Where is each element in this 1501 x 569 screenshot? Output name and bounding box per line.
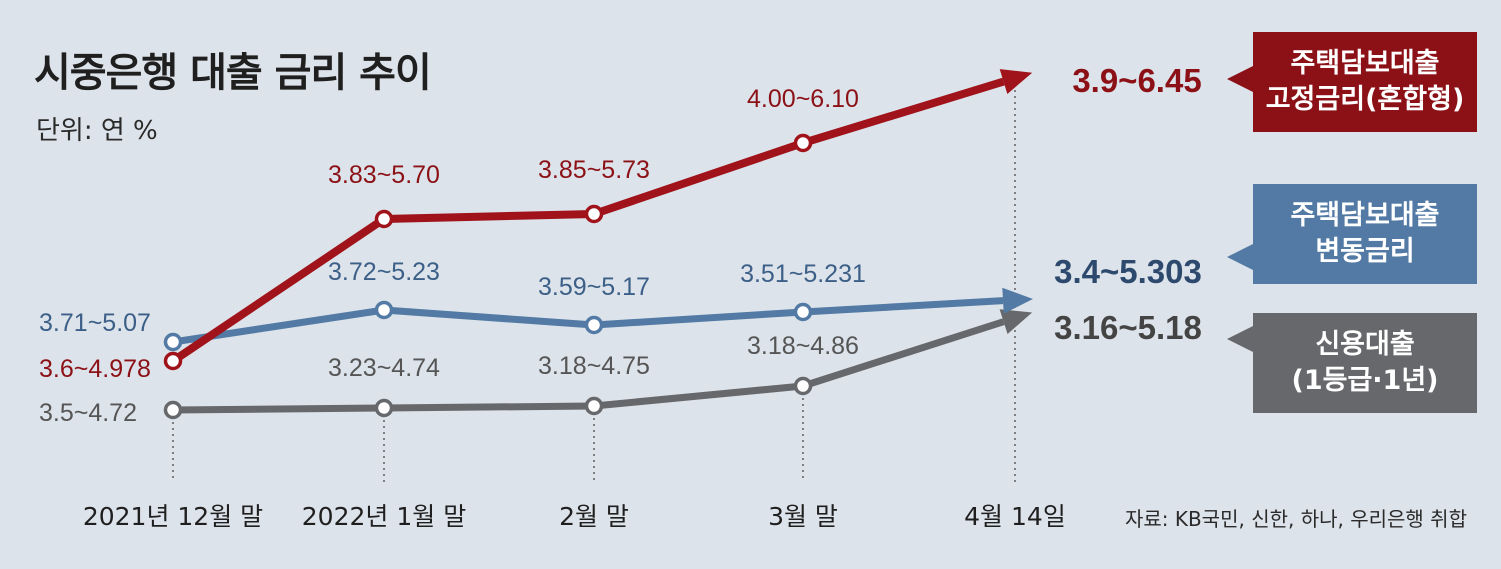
data-label-s1-1: 3.72~5.23 [328,258,440,286]
legend-variable-line2: 변동금리 [1315,236,1415,267]
data-point-s0-1 [374,209,394,229]
data-label-s2-1: 3.23~4.74 [328,354,440,382]
legend-credit-line2: (1등급·1년) [1291,365,1439,396]
data-point-s1-0 [163,332,183,352]
x-tick-label-2: 2월 말 [559,502,629,531]
data-label-s0-1: 3.83~5.70 [328,161,440,189]
data-point-s2-3 [793,376,813,396]
data-point-s1-2 [584,315,604,335]
data-label-s2-3: 3.18~4.86 [747,332,859,360]
chart-title: 시중은행 대출 금리 추이 [34,50,432,96]
data-label-s2-0: 3.5~4.72 [39,399,137,427]
legend-pointer-credit [1227,326,1253,352]
data-point-s1-1 [374,300,394,320]
data-label-s1-0: 3.71~5.07 [39,309,151,337]
series-arrowhead-0 [999,69,1033,94]
series-arrowhead-2 [999,309,1033,335]
data-point-s2-0 [163,400,183,420]
data-point-s0-0 [163,351,183,371]
x-tick-label-0: 2021년 12월 말 [83,502,263,531]
data-point-s2-2 [584,396,604,416]
data-point-s2-1 [374,398,394,418]
data-point-s0-3 [793,133,813,153]
data-label-s0-2: 3.85~5.73 [538,156,650,184]
series-arrowhead-1 [1002,287,1033,314]
data-label-s2-2: 3.18~4.75 [538,352,650,380]
legend-credit-line1: 신용대출 [1315,329,1415,360]
data-point-s1-3 [793,302,813,322]
data-point-s0-2 [584,204,604,224]
legend-box-credit-loan: 신용대출 (1등급·1년) [1253,313,1477,413]
data-label-s1-3: 3.51~5.231 [740,260,866,288]
x-tick-label-1: 2022년 1월 말 [302,502,466,531]
data-label-s0-0: 3.6~4.978 [39,355,151,383]
data-label-s0-4: 3.9~6.45 [1072,62,1201,99]
unit-label: 단위: 연 % [36,116,158,146]
data-label-s1-2: 3.59~5.17 [538,273,650,301]
data-label-s0-3: 4.00~6.10 [747,85,859,113]
data-label-s2-4: 3.16~5.18 [1054,309,1202,346]
x-tick-label-4: 4월 14일 [964,502,1066,531]
source-note: 자료: KB국민, 신한, 하나, 우리은행 취합 [1124,507,1467,531]
legend-box-fixed-rate: 주택담보대출 고정금리(혼합형) [1253,32,1477,132]
legend-box-variable-rate: 주택담보대출 변동금리 [1253,184,1477,284]
data-label-s1-4: 3.4~5.303 [1054,253,1202,290]
legend-fixed-line2: 고정금리(혼합형) [1265,84,1465,115]
x-tick-label-3: 3월 말 [768,502,838,531]
legend-fixed-line1: 주택담보대출 [1290,48,1440,79]
legend-pointer-fixed [1227,66,1253,92]
legend-variable-line1: 주택담보대출 [1290,200,1440,231]
legend-pointer-variable [1227,244,1253,270]
